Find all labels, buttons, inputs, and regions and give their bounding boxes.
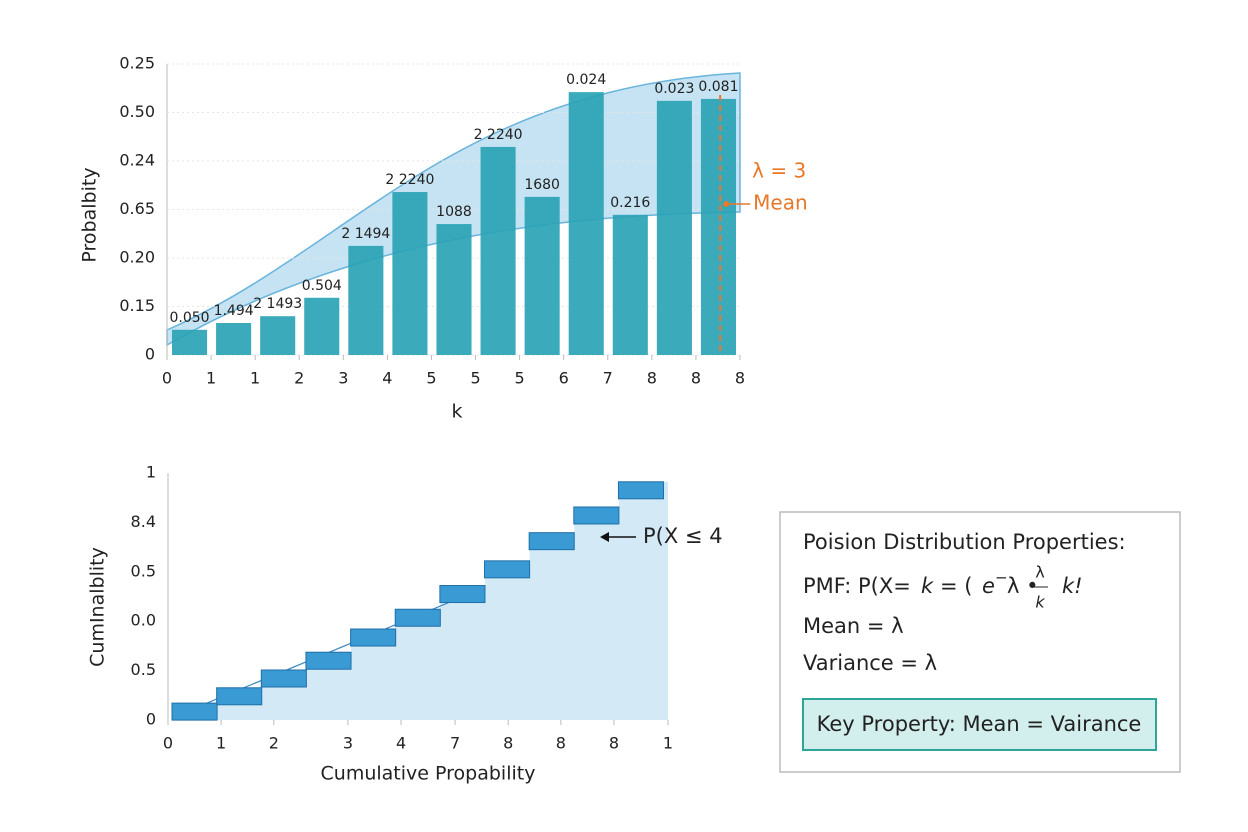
x-label: k bbox=[451, 401, 462, 423]
y-tick-label: 0.5 bbox=[131, 561, 156, 580]
pmf: = ( bbox=[940, 574, 972, 598]
bar bbox=[260, 316, 296, 355]
data-label: 0.216 bbox=[610, 195, 650, 211]
x-tick-label: 5 bbox=[515, 369, 525, 388]
x-tick-label: 1 bbox=[663, 734, 673, 753]
step-box bbox=[573, 506, 620, 525]
x-tick-label: 2 bbox=[269, 734, 279, 753]
x-tick-label: 8 bbox=[691, 369, 701, 388]
key-box bbox=[802, 698, 1157, 751]
y-tick-label: 0 bbox=[145, 345, 155, 364]
data-label: 1088 bbox=[436, 204, 472, 220]
properties-box: Poision Distribution Properties: PMF: P(… bbox=[779, 511, 1181, 773]
step-box bbox=[439, 585, 486, 604]
x-tick-label: 4 bbox=[382, 369, 392, 388]
bar bbox=[524, 196, 560, 355]
x-tick-label: 4 bbox=[396, 734, 406, 753]
data-label: 2 1493 bbox=[253, 296, 302, 312]
y-tick-label: 0.24 bbox=[119, 151, 155, 170]
bar bbox=[612, 214, 648, 355]
bar bbox=[172, 329, 208, 355]
step-box bbox=[350, 628, 397, 647]
data-label: 0.081 bbox=[698, 79, 738, 95]
pmf: k! bbox=[1062, 574, 1083, 598]
data-label: 1.494 bbox=[214, 303, 254, 319]
step-box bbox=[171, 702, 218, 721]
data-label: 1680 bbox=[524, 177, 560, 193]
x-tick-label: 8 bbox=[503, 734, 513, 753]
annotation: λ = 3 bbox=[752, 159, 806, 183]
bar bbox=[480, 146, 516, 355]
x-tick-label: 1 bbox=[250, 369, 260, 388]
x-tick-label: 8 bbox=[556, 734, 566, 753]
y-tick-label: 0.65 bbox=[119, 199, 155, 218]
data-label: 2 2240 bbox=[385, 172, 434, 188]
x-tick-label: 7 bbox=[603, 369, 613, 388]
bar bbox=[568, 92, 604, 355]
data-label: 0.023 bbox=[654, 81, 694, 97]
x-tick-label: 8 bbox=[735, 369, 745, 388]
bar bbox=[656, 100, 692, 355]
pmf: e bbox=[982, 574, 995, 598]
x-tick-label: 7 bbox=[450, 734, 460, 753]
pmf: k bbox=[921, 574, 934, 598]
step-box bbox=[260, 669, 307, 688]
step-box bbox=[394, 608, 441, 627]
x-tick-label: 6 bbox=[559, 369, 569, 388]
step-box bbox=[216, 687, 263, 706]
x-label: Cumulative Propability bbox=[321, 763, 536, 785]
x-tick-label: 3 bbox=[343, 734, 353, 753]
data-label: 0.050 bbox=[169, 310, 209, 326]
pmf: − bbox=[995, 569, 1008, 587]
pmf: λ • bbox=[1007, 574, 1039, 598]
bar bbox=[348, 245, 384, 355]
data-label: 0.504 bbox=[302, 278, 342, 294]
y-tick-label: 0.0 bbox=[131, 611, 156, 630]
pmf: PMF: P(X= bbox=[803, 574, 911, 598]
bar bbox=[700, 98, 736, 356]
y-label: CumInalblity bbox=[87, 547, 109, 667]
annotation: P(X ≤ 4 bbox=[643, 524, 723, 548]
y-tick-label: 0.5 bbox=[131, 660, 156, 679]
annotation: Mean bbox=[753, 191, 808, 215]
x-tick-label: 8 bbox=[609, 734, 619, 753]
y-label: Probalbity bbox=[79, 167, 101, 262]
bar bbox=[392, 192, 428, 355]
y-tick-label: 1 bbox=[146, 463, 156, 482]
y-tick-label: 0.15 bbox=[119, 296, 155, 315]
arrow-head bbox=[600, 532, 609, 542]
x-tick-label: 0 bbox=[162, 369, 172, 388]
mean: Mean = λ bbox=[803, 614, 904, 638]
x-tick-label: 1 bbox=[206, 369, 216, 388]
bar bbox=[216, 322, 252, 355]
data-label: 0.024 bbox=[566, 72, 606, 88]
y-tick-label: 8.4 bbox=[131, 512, 156, 531]
y-tick-label: 0.25 bbox=[119, 54, 155, 73]
bar bbox=[436, 224, 472, 355]
x-tick-label: 5 bbox=[470, 369, 480, 388]
title: Poision Distribution Properties: bbox=[803, 530, 1126, 554]
data-label: 2 1494 bbox=[341, 226, 390, 242]
x-tick-label: 0 bbox=[163, 734, 173, 753]
x-tick-label: 2 bbox=[294, 369, 304, 388]
step-box bbox=[484, 560, 531, 579]
data-label: 2 2240 bbox=[474, 127, 523, 143]
x-tick-label: 8 bbox=[647, 369, 657, 388]
y-tick-label: 0 bbox=[146, 710, 156, 729]
step-box bbox=[617, 481, 665, 500]
arrow-head bbox=[723, 201, 730, 207]
variance: Variance = λ bbox=[803, 651, 937, 675]
x-tick-label: 3 bbox=[338, 369, 348, 388]
x-tick-label: 5 bbox=[426, 369, 436, 388]
y-tick-label: 0.50 bbox=[119, 102, 155, 121]
x-tick-label: 1 bbox=[216, 734, 226, 753]
step-box bbox=[528, 532, 575, 551]
y-tick-label: 0.20 bbox=[119, 248, 155, 267]
pmf: λ bbox=[1035, 563, 1044, 582]
bar bbox=[304, 297, 340, 355]
step-box bbox=[305, 651, 352, 670]
pmf: k bbox=[1035, 593, 1045, 612]
key-property: Key Property: Mean = Vairance bbox=[817, 712, 1142, 736]
